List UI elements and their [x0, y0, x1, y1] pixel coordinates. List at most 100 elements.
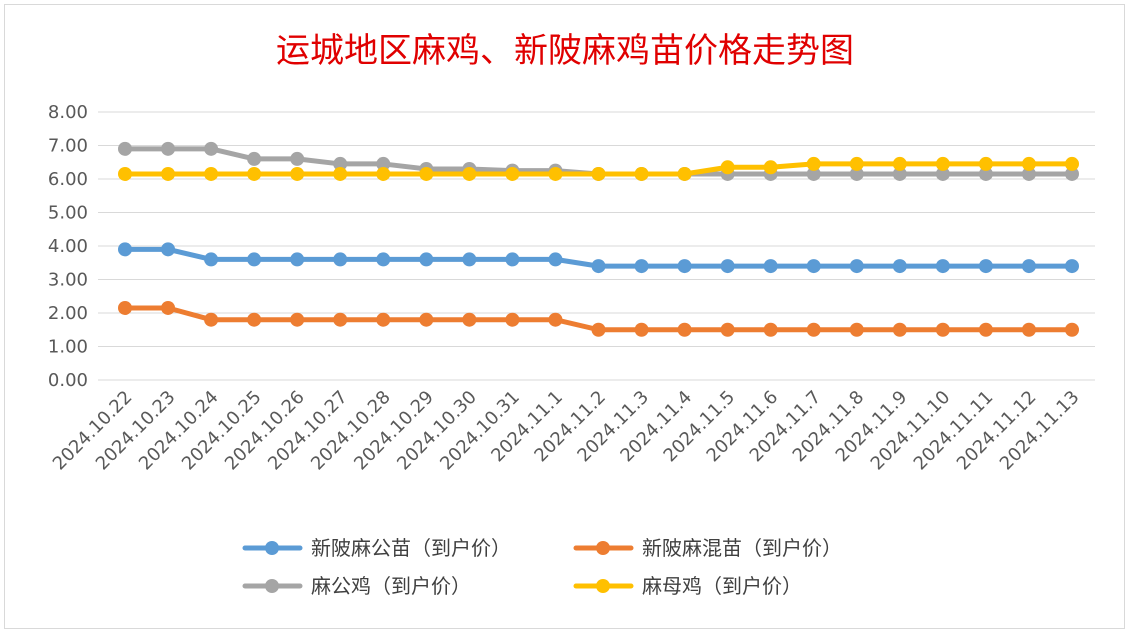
y-tick-label: 4.00 — [48, 236, 88, 257]
y-tick-label: 2.00 — [48, 303, 88, 324]
data-point — [118, 242, 132, 257]
data-point — [204, 252, 219, 267]
data-point — [333, 252, 348, 267]
data-point — [935, 166, 950, 181]
data-point — [161, 242, 176, 257]
series-1 — [118, 242, 1079, 274]
data-point — [548, 252, 563, 267]
y-tick-label: 1.00 — [48, 337, 88, 358]
legend-marker — [596, 541, 610, 555]
data-point — [247, 151, 262, 166]
y-tick-label: 0.00 — [48, 370, 88, 391]
x-axis-ticks: 2024.10.222024.10.232024.10.242024.10.25… — [49, 387, 1084, 475]
data-point — [419, 252, 434, 267]
legend-label: 麻母鸡（到户价） — [642, 574, 802, 598]
y-tick-label: 5.00 — [48, 203, 88, 224]
data-point — [806, 322, 821, 337]
data-point — [806, 156, 821, 171]
legend-label: 新陂麻公苗（到户价） — [311, 536, 511, 560]
legend-marker — [596, 579, 610, 593]
legend: 新陂麻公苗（到户价） 新陂麻混苗（到户价） 麻公鸡（到户价） 麻母鸡（到户价） — [242, 536, 842, 598]
legend-item: 麻母鸡（到户价） — [573, 574, 802, 598]
data-point — [419, 166, 434, 181]
series-4 — [118, 156, 1079, 181]
data-point — [763, 160, 778, 175]
data-point — [677, 166, 692, 181]
data-point — [763, 259, 778, 274]
data-point — [892, 259, 907, 274]
data-point — [505, 252, 520, 267]
data-point — [505, 166, 520, 181]
data-point — [1021, 322, 1036, 337]
data-point — [849, 156, 864, 171]
chart-title: 运城地区麻鸡、新陂麻鸡苗价格走势图 — [276, 31, 854, 71]
data-point — [591, 322, 606, 337]
data-point — [290, 252, 305, 267]
data-point — [892, 156, 907, 171]
data-point — [1021, 156, 1036, 171]
data-point — [290, 166, 305, 181]
data-point — [333, 312, 348, 327]
data-point — [849, 166, 864, 181]
y-axis-ticks: 0.00 1.00 2.00 3.00 4.00 5.00 6.00 7.00 8.00 — [48, 102, 88, 391]
data-point — [978, 166, 993, 181]
data-point — [892, 166, 907, 181]
data-point — [763, 322, 778, 337]
y-tick-label: 7.00 — [48, 136, 88, 157]
data-point — [634, 322, 649, 337]
data-point — [333, 166, 348, 181]
data-point — [247, 252, 262, 267]
data-point — [462, 312, 477, 327]
data-point — [118, 141, 132, 156]
y-tick-label: 6.00 — [48, 169, 88, 190]
data-point — [849, 259, 864, 274]
data-point — [462, 166, 477, 181]
legend-marker — [265, 579, 279, 593]
legend-marker — [265, 541, 279, 555]
data-point — [806, 259, 821, 274]
grid-lines — [98, 111, 1095, 381]
y-tick-label: 8.00 — [48, 102, 88, 123]
data-point — [677, 322, 692, 337]
data-point — [1021, 166, 1036, 181]
data-point — [978, 259, 993, 274]
data-point — [677, 259, 692, 274]
data-point — [978, 322, 993, 337]
data-point — [634, 259, 649, 274]
legend-label: 麻公鸡（到户价） — [311, 574, 471, 598]
data-point — [204, 312, 219, 327]
data-point — [935, 156, 950, 171]
legend-item: 新陂麻公苗（到户价） — [242, 536, 511, 560]
data-point — [720, 160, 735, 175]
data-point — [634, 166, 649, 181]
data-point — [935, 259, 950, 274]
data-point — [849, 322, 864, 337]
data-point — [1065, 259, 1079, 274]
legend-item: 麻公鸡（到户价） — [242, 574, 471, 598]
data-point — [1021, 259, 1036, 274]
data-point — [333, 156, 348, 171]
data-point — [376, 156, 391, 171]
data-point — [247, 312, 262, 327]
data-point — [1065, 322, 1079, 337]
series-2 — [118, 300, 1079, 337]
series-layer — [118, 141, 1079, 337]
data-point — [204, 141, 219, 156]
data-point — [806, 166, 821, 181]
data-point — [290, 312, 305, 327]
data-point — [548, 166, 563, 181]
data-point — [376, 166, 391, 181]
y-tick-label: 3.00 — [48, 270, 88, 291]
data-point — [462, 252, 477, 267]
data-point — [419, 312, 434, 327]
data-point — [161, 166, 176, 181]
data-point — [1065, 156, 1079, 171]
data-point — [1065, 166, 1079, 181]
legend-item: 新陂麻混苗（到户价） — [573, 536, 842, 560]
data-point — [505, 312, 520, 327]
data-point — [118, 300, 132, 315]
data-point — [935, 322, 950, 337]
data-point — [376, 312, 391, 327]
data-point — [290, 151, 305, 166]
